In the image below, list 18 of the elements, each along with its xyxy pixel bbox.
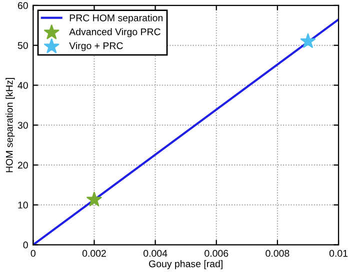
y-tick-label: 0	[23, 242, 28, 248]
x-axis-title: Gouy phase [rad]	[149, 260, 222, 270]
y-tick-label: 20	[18, 162, 28, 169]
y-tick-label: 40	[18, 82, 28, 89]
legend-label: Virgo + PRC	[69, 42, 123, 52]
y-tick-label: 10	[18, 202, 28, 209]
y-tick-label: 60	[18, 2, 28, 10]
y-axis-title: HOM separation [kHz]	[6, 78, 15, 172]
y-tick-label: 30	[18, 122, 28, 129]
x-tick-label: 0.004	[144, 250, 168, 257]
legend-label: PRC HOM separation	[70, 14, 163, 24]
x-tick-label: 0.008	[266, 250, 290, 257]
x-tick-label: 0.006	[204, 250, 228, 257]
y-tick-label: 50	[18, 42, 28, 49]
x-tick-label: 0.01	[329, 250, 348, 257]
x-tick-label: 0	[30, 250, 36, 257]
legend-label: Advanced Virgo PRC	[69, 28, 160, 38]
x-tick-label: 0.002	[82, 250, 106, 257]
